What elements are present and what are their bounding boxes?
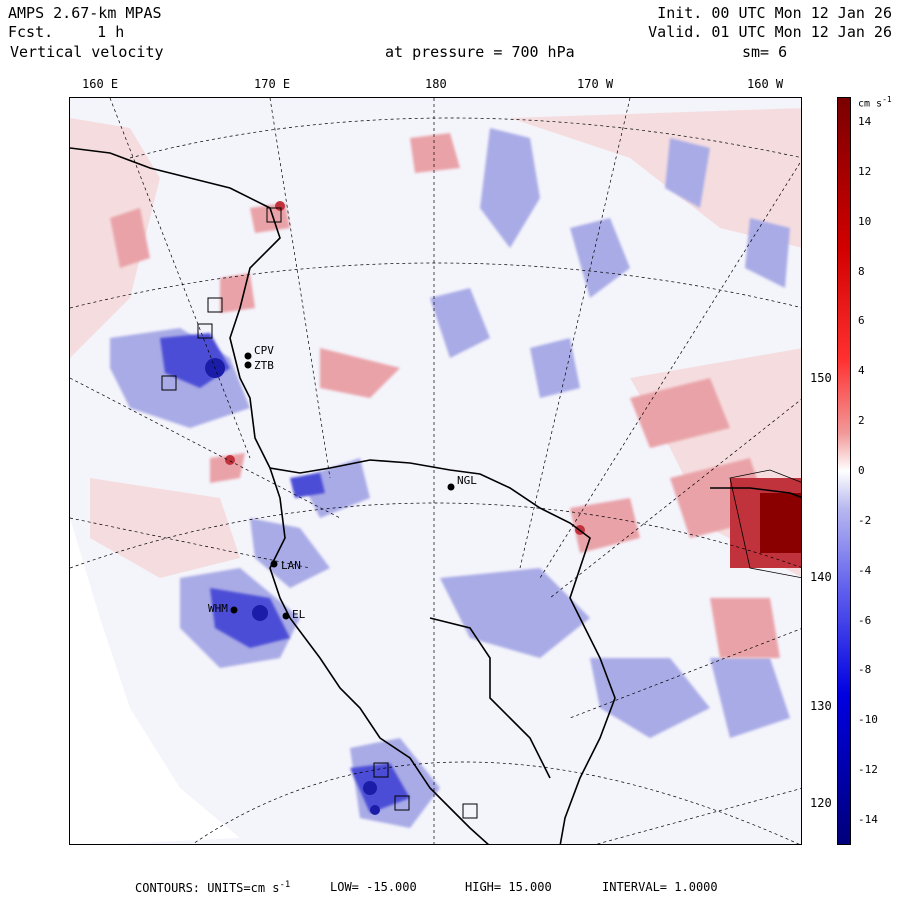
footer-units-sup: -1	[279, 880, 291, 890]
pressure-level: at pressure = 700 hPa	[385, 43, 575, 61]
footer-interval-label: INTERVAL=	[602, 880, 668, 894]
lon-label-160w: 160 W	[747, 77, 784, 91]
colorbar-units-text: cm s	[858, 98, 883, 110]
station-dot-ztb	[244, 361, 252, 369]
station-label-ngl: NGL	[457, 474, 477, 487]
colorbar-tick-label: -10	[858, 713, 878, 727]
colorbar-tick-label: 10	[858, 214, 872, 228]
forecast-label-text: Fcst.	[8, 23, 54, 41]
colorbar-tick-label: -12	[858, 763, 878, 777]
colorbar-tick-label: -2	[858, 513, 872, 527]
station-label-lan: LAN	[281, 559, 301, 572]
coastline	[70, 147, 801, 844]
colorbar	[837, 97, 851, 845]
forecast-label: Fcst. 1 h	[8, 23, 124, 41]
colorbar-tick-label: -14	[858, 813, 878, 827]
footer-low-label: LOW=	[330, 880, 359, 894]
colorbar-tick-label: 8	[858, 264, 865, 278]
colorbar-units: cm s-1	[858, 95, 892, 109]
lon-label-180: 180	[425, 77, 447, 91]
smoothing: sm= 6	[742, 43, 788, 61]
model-title: AMPS 2.67-km MPAS	[8, 4, 162, 22]
valid-time: Valid. 01 UTC Mon 12 Jan 26	[648, 23, 892, 41]
colorbar-tick-label: 12	[858, 164, 872, 178]
footer-low-value: -15.000	[366, 880, 417, 894]
footer-high-value: 15.000	[508, 880, 552, 894]
station-markers: CPV ZTB NGL LAN WHM EL	[208, 344, 477, 621]
vertical-velocity-map: CPV ZTB NGL LAN WHM EL	[70, 98, 801, 844]
init-time: Init. 00 UTC Mon 12 Jan 26	[657, 4, 892, 22]
footer-contours: CONTOURS: UNITS=cm s-1	[135, 880, 290, 895]
station-dot-whm	[230, 606, 238, 614]
forecast-value: 1 h	[97, 23, 125, 41]
station-dot-ngl	[447, 483, 455, 491]
colorbar-tick-label: -4	[858, 563, 872, 577]
footer-units-label: UNITS=cm s	[207, 881, 280, 895]
footer-interval: INTERVAL= 1.0000	[602, 880, 718, 894]
colorbar-tick-label: 4	[858, 364, 865, 378]
pressure-value: 700 hPa	[511, 43, 575, 61]
map-panel[interactable]: CPV ZTB NGL LAN WHM EL	[69, 97, 802, 845]
station-label-cpv: CPV	[254, 344, 274, 357]
colorbar-tick-label: -8	[858, 663, 872, 677]
strong-downdraft-areas	[160, 333, 410, 813]
station-dot-lan	[270, 560, 278, 568]
pressure-label: at pressure =	[385, 43, 503, 61]
colorbar-tick-label: 2	[858, 414, 865, 428]
footer-high: HIGH= 15.000	[465, 880, 552, 894]
observation-boxes	[161, 207, 478, 819]
station-dot-cpv	[244, 352, 252, 360]
lon-label-170w: 170 W	[577, 77, 614, 91]
colorbar-units-sup: -1	[882, 95, 892, 104]
lon-label-160e: 160 E	[82, 77, 119, 91]
colorbar-tick-label: 6	[858, 314, 865, 328]
footer-contours-label: CONTOURS:	[135, 881, 201, 895]
station-label-whm: WHM	[208, 602, 228, 615]
lon-label-170e: 170 E	[254, 77, 291, 91]
station-label-ztb: ZTB	[254, 359, 274, 372]
colorbar-tick-label: 0	[858, 464, 865, 477]
footer-interval-value: 1.0000	[674, 880, 718, 894]
colorbar-tick-label: -6	[858, 613, 872, 627]
footer-low: LOW= -15.000	[330, 880, 417, 894]
station-dot-el	[282, 612, 290, 620]
graticule	[70, 98, 801, 844]
colorbar-tick-label: 14	[858, 114, 872, 128]
station-label-el: EL	[292, 608, 306, 621]
no-data-region	[70, 518, 240, 844]
field-name: Vertical velocity	[10, 43, 164, 61]
footer-high-label: HIGH=	[465, 880, 502, 894]
